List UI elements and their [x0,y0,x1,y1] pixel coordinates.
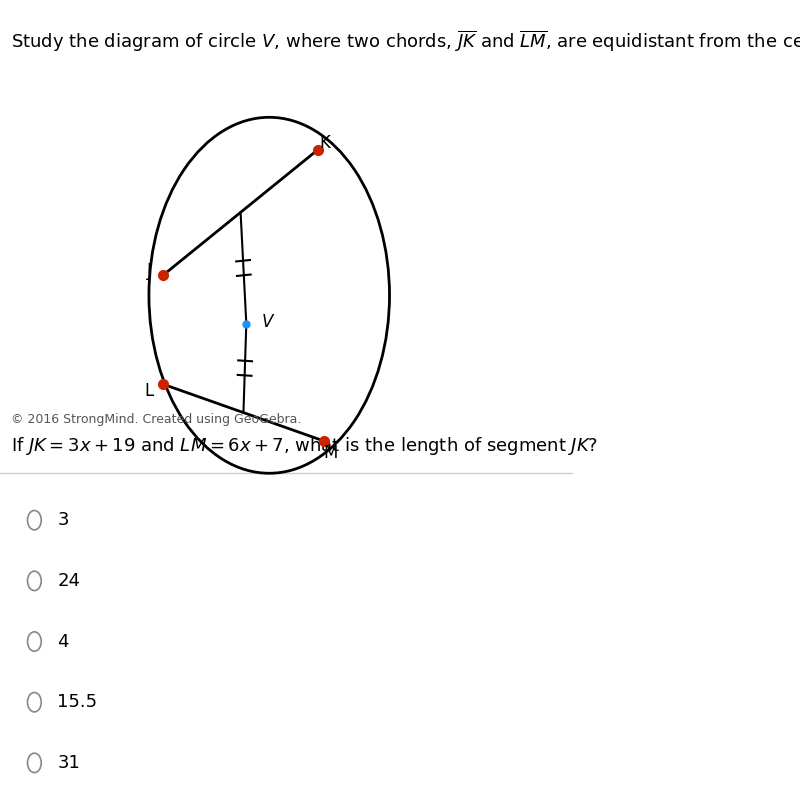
Text: 3: 3 [58,511,69,529]
Text: M: M [323,444,338,462]
Text: J: J [146,262,151,280]
Text: K: K [319,134,330,152]
Text: If $JK = 3x + 19$ and $LM = 6x + 7$, what is the length of segment $JK$?: If $JK = 3x + 19$ and $LM = 6x + 7$, wha… [11,435,598,457]
Text: © 2016 StrongMind. Created using GeoGebra.: © 2016 StrongMind. Created using GeoGebr… [11,413,302,426]
Text: Study the diagram of circle $V$, where two chords, $\overline{JK}$ and $\overlin: Study the diagram of circle $V$, where t… [11,28,800,53]
Text: 15.5: 15.5 [58,693,98,711]
Text: 31: 31 [58,754,80,772]
Text: 24: 24 [58,572,80,590]
Text: $V$: $V$ [261,313,275,331]
Text: L: L [144,382,154,400]
Text: 4: 4 [58,633,69,650]
